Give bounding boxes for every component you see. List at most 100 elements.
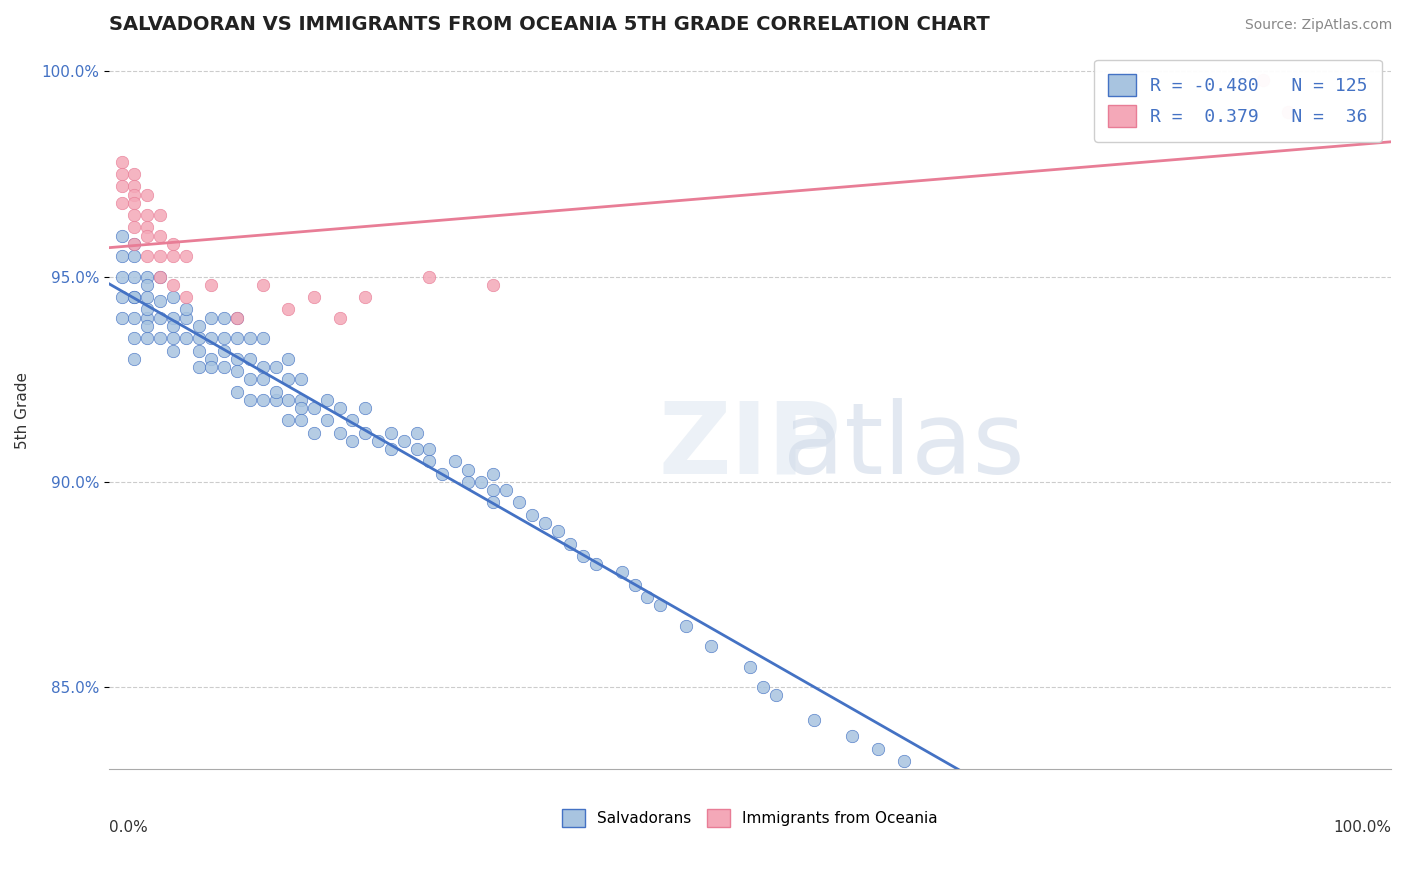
- Point: [212, 359, 235, 374]
- Point: [149, 228, 172, 243]
- Point: [124, 220, 146, 235]
- Point: [162, 290, 184, 304]
- Point: [290, 372, 312, 386]
- Point: [738, 659, 761, 673]
- Point: [931, 771, 953, 785]
- Point: [405, 425, 427, 440]
- Point: [495, 483, 517, 497]
- Point: [149, 294, 172, 309]
- Point: [187, 318, 209, 333]
- Point: [585, 557, 607, 571]
- Point: [533, 516, 555, 530]
- Point: [111, 154, 134, 169]
- Point: [136, 290, 159, 304]
- Point: [264, 384, 287, 399]
- Point: [200, 351, 222, 366]
- Point: [124, 351, 146, 366]
- Point: [252, 331, 274, 345]
- Point: [200, 331, 222, 345]
- Point: [226, 310, 249, 325]
- Point: [302, 401, 325, 415]
- Point: [367, 434, 389, 448]
- Y-axis label: 5th Grade: 5th Grade: [15, 372, 30, 449]
- Point: [380, 425, 402, 440]
- Point: [149, 269, 172, 284]
- Point: [1098, 853, 1121, 867]
- Point: [380, 442, 402, 456]
- Point: [482, 467, 505, 481]
- Point: [149, 208, 172, 222]
- Point: [1059, 836, 1081, 850]
- Point: [162, 249, 184, 263]
- Point: [252, 277, 274, 292]
- Point: [162, 310, 184, 325]
- Point: [342, 413, 364, 427]
- Point: [636, 590, 658, 604]
- Point: [803, 713, 825, 727]
- Point: [136, 269, 159, 284]
- Point: [174, 290, 197, 304]
- Point: [252, 392, 274, 407]
- Point: [124, 290, 146, 304]
- Point: [149, 249, 172, 263]
- Point: [124, 187, 146, 202]
- Point: [187, 331, 209, 345]
- Point: [560, 536, 582, 550]
- Point: [162, 331, 184, 345]
- Point: [136, 302, 159, 317]
- Point: [136, 331, 159, 345]
- Point: [124, 167, 146, 181]
- Point: [482, 277, 505, 292]
- Text: 100.0%: 100.0%: [1333, 820, 1391, 835]
- Point: [675, 618, 697, 632]
- Point: [765, 689, 787, 703]
- Point: [111, 290, 134, 304]
- Point: [149, 310, 172, 325]
- Point: [277, 351, 299, 366]
- Point: [1149, 865, 1171, 880]
- Point: [457, 462, 479, 476]
- Point: [995, 812, 1018, 826]
- Point: [264, 392, 287, 407]
- Point: [162, 277, 184, 292]
- Point: [136, 310, 159, 325]
- Point: [444, 454, 467, 468]
- Point: [650, 598, 672, 612]
- Point: [136, 228, 159, 243]
- Point: [124, 249, 146, 263]
- Point: [392, 434, 415, 448]
- Point: [239, 331, 262, 345]
- Point: [315, 413, 337, 427]
- Point: [149, 331, 172, 345]
- Point: [111, 249, 134, 263]
- Point: [111, 179, 134, 194]
- Point: [239, 351, 262, 366]
- Point: [277, 392, 299, 407]
- Point: [200, 277, 222, 292]
- Point: [354, 425, 377, 440]
- Point: [187, 359, 209, 374]
- Point: [124, 310, 146, 325]
- Point: [1201, 886, 1223, 892]
- Point: [124, 331, 146, 345]
- Point: [136, 318, 159, 333]
- Point: [302, 425, 325, 440]
- Point: [200, 310, 222, 325]
- Point: [329, 401, 352, 415]
- Point: [277, 302, 299, 317]
- Point: [111, 228, 134, 243]
- Point: [1251, 72, 1274, 87]
- Point: [111, 269, 134, 284]
- Point: [405, 442, 427, 456]
- Point: [226, 331, 249, 345]
- Point: [226, 364, 249, 378]
- Point: [1021, 824, 1043, 838]
- Point: [162, 236, 184, 251]
- Point: [970, 795, 993, 809]
- Text: 0.0%: 0.0%: [108, 820, 148, 835]
- Point: [277, 372, 299, 386]
- Point: [457, 475, 479, 489]
- Point: [354, 401, 377, 415]
- Point: [547, 524, 569, 539]
- Point: [136, 220, 159, 235]
